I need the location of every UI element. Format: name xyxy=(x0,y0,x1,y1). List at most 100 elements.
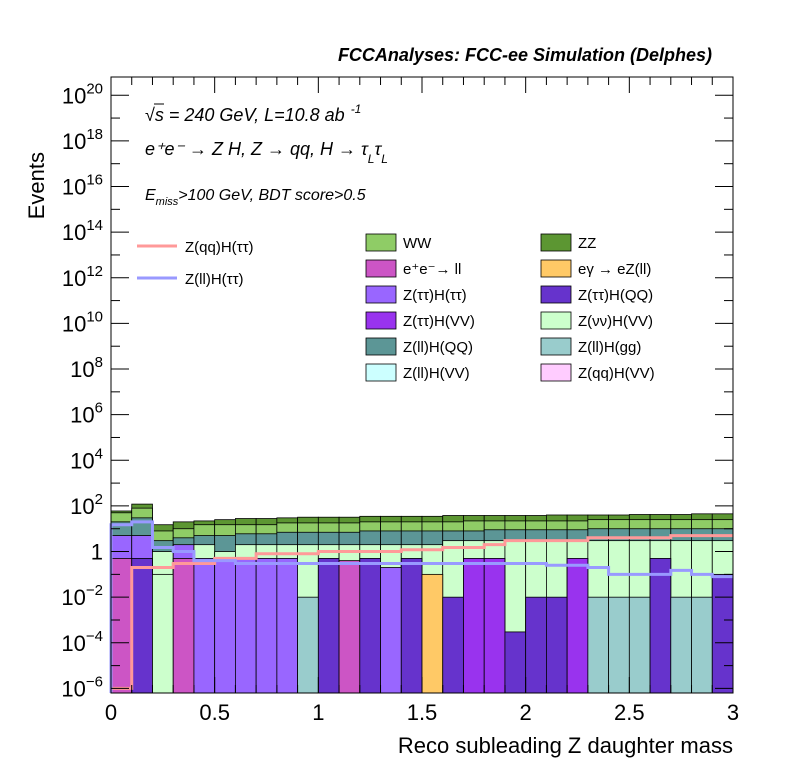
annotation-process-sub2: L xyxy=(381,152,388,166)
legend-bkg-label-8: Z(ll)H(QQ) xyxy=(403,339,473,356)
annotation-process: e⁺e⁻ → Z H, Z → qq, H → τLτL xyxy=(145,139,388,166)
bottom-stack-bar-0 xyxy=(110,558,133,694)
bottom-stack-bar-22 xyxy=(566,558,589,694)
bottom-stack-bar-6 xyxy=(234,558,257,694)
bottom-stack-bar-8 xyxy=(276,558,299,694)
y-tick-label-2: 10−2 xyxy=(61,582,103,610)
bottom-stack-bar-23 xyxy=(587,596,609,694)
y-tick-label-0: 10−6 xyxy=(61,673,103,701)
legend-bkg-label-7: Z(νν)H(VV) xyxy=(578,313,653,330)
x-tick-label-5: 2.5 xyxy=(614,700,645,725)
bottom-stack-bar-17 xyxy=(463,558,485,694)
legend-bkg-label-4: Z(ττ)H(ττ) xyxy=(403,287,467,304)
signal-line-0 xyxy=(109,534,733,693)
legend-signal-label-1: Z(ll)H(ττ) xyxy=(185,271,244,288)
y-tick-label-12: 1018 xyxy=(62,126,103,154)
bottom-stack-bar-21 xyxy=(546,596,568,694)
y-tick-label-9: 1012 xyxy=(62,263,103,291)
bottom-stack-bar-15 xyxy=(421,573,444,694)
bottom-stack-bar-2 xyxy=(152,573,174,694)
bottom-stack-bar-26 xyxy=(649,558,672,694)
annotation-lumi-exponent: -1 xyxy=(351,102,362,116)
bottom-stack-bar-27 xyxy=(670,596,692,694)
chart-title: FCCAnalyses: FCC-ee Simulation (Delphes) xyxy=(338,45,712,65)
y-tick-label-10: 1014 xyxy=(62,217,103,245)
bottom-stack-bar-4 xyxy=(193,558,216,694)
y-tick-label-6: 106 xyxy=(70,400,103,428)
annotation-process-tau2: τ xyxy=(374,139,382,159)
annotation-selection-rest: >100 GeV, BDT score>0.5 xyxy=(178,187,365,204)
bottom-stack-bar-5 xyxy=(214,558,236,694)
legend-bkg-label-1: ZZ xyxy=(578,235,596,252)
x-tick-label-3: 1.5 xyxy=(407,700,438,725)
legend-bkg-swatch-9 xyxy=(540,337,572,356)
legend-signal: Z(qq)H(ττ) Z(ll)H(ττ) xyxy=(137,239,254,288)
legend-bkg-label-5: Z(ττ)H(QQ) xyxy=(578,287,653,304)
bottom-stack-bar-11 xyxy=(338,560,361,694)
annotation-energy-lumi-text: √s = 240 GeV, L=10.8 ab xyxy=(145,105,345,125)
annotation-energy-lumi: √s = 240 GeV, L=10.8 ab -1 xyxy=(145,102,361,125)
signal-line-1 xyxy=(109,520,733,693)
legend-bkg-swatch-8 xyxy=(365,337,397,356)
histogram-bars xyxy=(110,503,734,694)
bottom-stack-bar-25 xyxy=(628,596,651,694)
y-tick-label-4: 102 xyxy=(70,491,103,519)
legend-bkg-swatch-10 xyxy=(365,363,397,382)
bottom-stack-bar-28 xyxy=(691,596,713,694)
y-tick-label-13: 1020 xyxy=(62,80,103,108)
bottom-stack-bar-7 xyxy=(255,558,278,694)
legend-bkg-label-3: eγ → eZ(ll) xyxy=(578,261,651,278)
bottom-stack-bar-10 xyxy=(317,558,340,694)
bottom-stack-bar-18 xyxy=(483,558,506,694)
annotation-selection-sub: miss xyxy=(156,196,179,208)
y-tick-label-1: 10−4 xyxy=(61,628,103,656)
legend-bkg-swatch-0 xyxy=(365,233,397,252)
legend-bkg-swatch-7 xyxy=(540,311,572,330)
x-tick-label-6: 3 xyxy=(727,700,739,725)
legend-bkg-swatch-4 xyxy=(365,285,397,304)
legend-signal-label-0: Z(qq)H(ττ) xyxy=(185,239,254,256)
bottom-stack-bar-3 xyxy=(172,558,195,694)
bottom-stack-bar-29 xyxy=(711,573,734,694)
annotation-selection-e: E xyxy=(145,187,156,204)
bottom-stack-bar-19 xyxy=(504,631,527,694)
y-tick-label-11: 1016 xyxy=(62,172,103,200)
bottom-stack-bar-1 xyxy=(131,558,153,694)
legend-bkg-label-11: Z(qq)H(VV) xyxy=(578,365,655,382)
y-tick-label-3: 1 xyxy=(91,540,103,565)
legend-bkg-label-6: Z(ττ)H(VV) xyxy=(403,313,475,330)
legend-bkg-swatch-6 xyxy=(365,311,397,330)
annotation-selection: Emiss>100 GeV, BDT score>0.5 xyxy=(145,187,366,208)
legend-background: WW ZZ e⁺e⁻→ ll eγ → eZ(ll) Z(ττ)H(ττ) Z(ττ)H(… xyxy=(365,233,655,382)
bottom-stack-bar-20 xyxy=(525,596,547,694)
legend-bkg-swatch-1 xyxy=(540,233,572,252)
bottom-stack-bar-16 xyxy=(442,596,464,694)
bottom-stack-bar-9 xyxy=(297,596,319,694)
legend-bkg-label-9: Z(ll)H(gg) xyxy=(578,339,641,356)
signal-lines xyxy=(109,520,733,693)
bottom-stack-bar-24 xyxy=(608,596,630,694)
bottom-stack-bar-13 xyxy=(380,567,402,694)
legend-bkg-label-0: WW xyxy=(403,235,432,252)
legend-bkg-swatch-3 xyxy=(540,259,572,278)
bottom-stack-bar-14 xyxy=(400,558,423,694)
y-tick-label-8: 1010 xyxy=(62,308,103,336)
x-tick-label-4: 2 xyxy=(520,700,532,725)
bottom-stack-bar-12 xyxy=(359,558,381,694)
legend-bkg-label-2: e⁺e⁻→ ll xyxy=(403,261,461,278)
legend-bkg-swatch-2 xyxy=(365,259,397,278)
annotation-process-sub1: L xyxy=(368,152,375,166)
x-tick-label-1: 0.5 xyxy=(199,700,230,725)
y-axis-label: Events xyxy=(24,152,49,219)
y-tick-label-5: 104 xyxy=(70,445,103,473)
axis-ticks: 0 0.5 1 1.5 2 2.5 3 10−6 10−4 10−2 1 102 104 106 108 10… xyxy=(61,77,739,725)
y-tick-label-7: 108 xyxy=(70,354,103,382)
x-tick-label-2: 1 xyxy=(312,700,324,725)
x-tick-label-0: 0 xyxy=(105,700,117,725)
legend-bkg-swatch-11 xyxy=(540,363,572,382)
x-axis-label: Reco subleading Z daughter mass xyxy=(398,733,733,758)
legend-bkg-swatch-5 xyxy=(540,285,572,304)
legend-bkg-label-10: Z(ll)H(VV) xyxy=(403,365,470,382)
annotation-process-text: e⁺e⁻ → Z H, Z → qq, H → τ xyxy=(145,139,369,159)
